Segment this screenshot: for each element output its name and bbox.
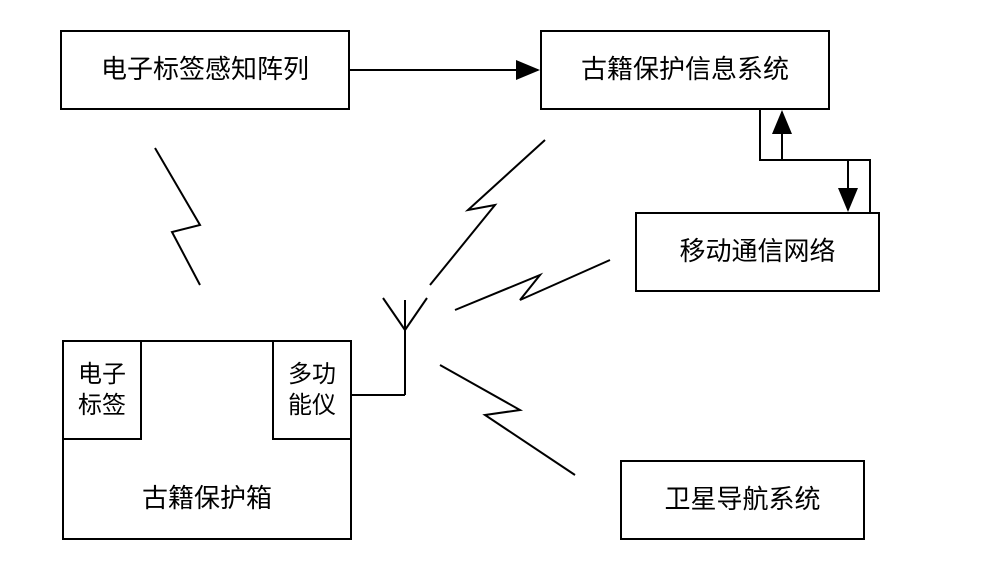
info-system-label: 古籍保护信息系统 <box>581 53 789 87</box>
mobile-network-label: 移动通信网络 <box>679 235 835 269</box>
multi-instrument-label: 多功 能仪 <box>288 359 336 421</box>
tag-sensor-array-box: 电子标签感知阵列 <box>60 30 350 110</box>
antenna-branch-right <box>405 298 427 330</box>
protection-box-label: 古籍保护箱 <box>142 482 272 516</box>
arrow-info-to-mobile <box>782 112 870 212</box>
satellite-nav-label: 卫星导航系统 <box>664 483 820 517</box>
satellite-nav-box: 卫星导航系统 <box>620 460 865 540</box>
wireless-to-tag-array <box>155 148 200 285</box>
mobile-network-box: 移动通信网络 <box>635 212 880 292</box>
wireless-to-mobile-net <box>455 260 610 310</box>
tag-sensor-array-label: 电子标签感知阵列 <box>101 53 309 87</box>
electronic-tag-label: 电子 标签 <box>78 359 126 421</box>
info-system-box: 古籍保护信息系统 <box>540 30 830 110</box>
antenna-branch-left <box>383 298 405 330</box>
wireless-to-sat-nav <box>440 365 575 475</box>
multi-instrument-box: 多功 能仪 <box>272 340 352 440</box>
electronic-tag-box: 电子 标签 <box>62 340 142 440</box>
arrow-mobile-to-info <box>760 110 848 210</box>
wireless-to-info-system <box>430 140 545 285</box>
